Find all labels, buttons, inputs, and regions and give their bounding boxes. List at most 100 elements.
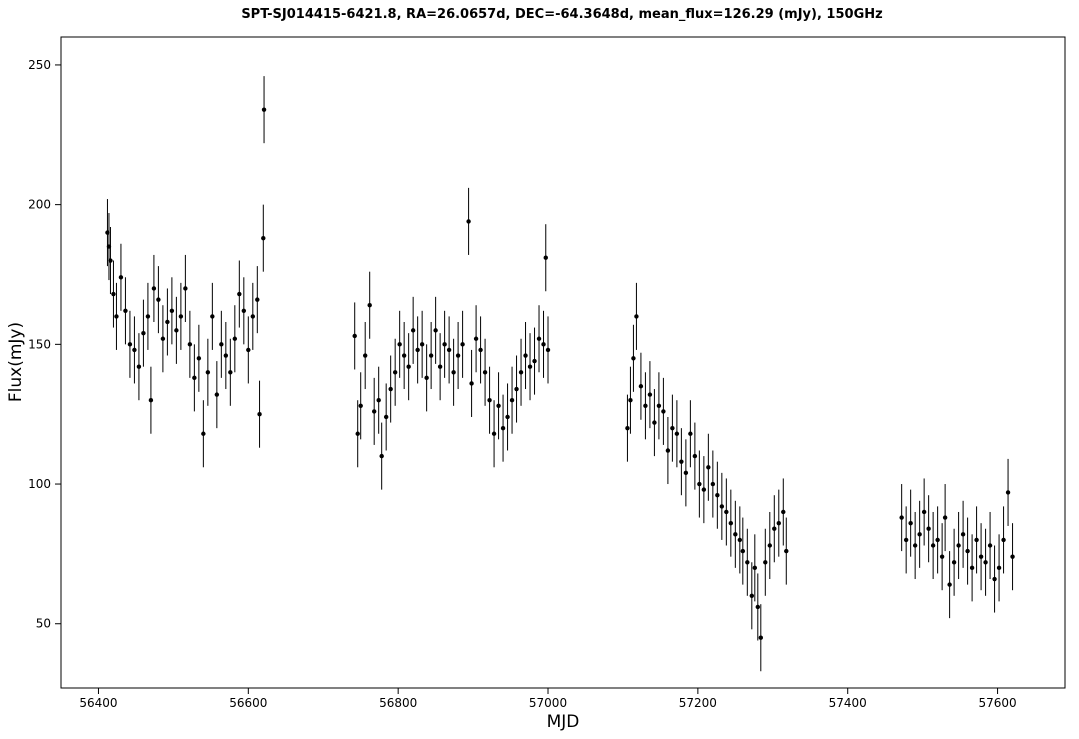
data-point <box>232 336 238 341</box>
data-point <box>679 459 684 464</box>
data-point <box>192 375 197 381</box>
data-point <box>491 431 497 436</box>
data-point <box>784 548 789 554</box>
data-point <box>148 398 154 403</box>
y-tick-label: 50 <box>36 617 51 631</box>
data-point <box>406 364 411 369</box>
data-point <box>419 342 425 347</box>
data-point <box>978 554 984 559</box>
data-point <box>169 308 175 314</box>
data-point <box>505 414 510 420</box>
data-point <box>701 487 707 492</box>
data-point <box>992 576 997 582</box>
data-point <box>710 481 716 487</box>
y-axis: 50 100 150 200 250 <box>28 58 61 631</box>
data-point <box>362 353 368 358</box>
x-tick-label: 57600 <box>978 696 1016 710</box>
y-tick-label: 100 <box>28 477 51 491</box>
data-point <box>261 107 267 112</box>
data-point <box>706 465 711 470</box>
data-point <box>772 526 777 531</box>
y-axis-label: Flux(mJy) <box>6 322 26 402</box>
data-point <box>661 409 666 414</box>
data-point <box>415 347 420 353</box>
data-point <box>527 364 533 369</box>
data-point <box>983 560 988 565</box>
x-tick-label: 56400 <box>79 696 117 710</box>
x-tick-label: 57400 <box>829 696 867 710</box>
data-point <box>969 565 975 571</box>
data-point <box>674 431 680 436</box>
x-tick-label: 57000 <box>529 696 567 710</box>
data-point <box>652 420 657 425</box>
data-point <box>478 347 483 353</box>
data-point <box>257 411 262 417</box>
data-point <box>763 560 768 565</box>
x-axis: 56400 56600 56800 57000 57200 57400 57600 <box>79 688 1017 710</box>
data-point <box>733 532 738 537</box>
data-point <box>974 537 979 543</box>
data-point <box>541 342 546 347</box>
data-point <box>638 384 644 389</box>
data-point <box>210 314 215 319</box>
data-point <box>219 342 224 347</box>
data-point <box>912 543 918 548</box>
data-point <box>487 398 492 403</box>
data-point <box>352 333 357 339</box>
data-point <box>358 403 363 409</box>
data-point <box>376 398 381 403</box>
data-point <box>996 565 1002 571</box>
data-point <box>410 328 416 333</box>
x-tick-label: 57200 <box>679 696 717 710</box>
data-point <box>367 303 372 308</box>
data-point <box>136 364 142 369</box>
data-point <box>917 532 922 537</box>
data-point <box>908 520 913 526</box>
data-point <box>947 582 952 587</box>
data-point <box>514 386 519 392</box>
data-point <box>473 336 479 341</box>
data-point <box>987 543 993 548</box>
data-point <box>930 543 936 548</box>
data-point <box>631 356 636 361</box>
data-point <box>740 548 746 554</box>
data-point <box>246 347 251 353</box>
data-point <box>697 481 702 487</box>
data-point <box>183 286 188 291</box>
data-point <box>939 554 945 559</box>
data-point <box>951 560 957 565</box>
data-point <box>921 509 927 515</box>
data-point <box>960 532 966 537</box>
data-point <box>214 392 220 397</box>
data-point <box>745 560 750 565</box>
data-point <box>466 219 471 224</box>
data-point <box>114 314 119 319</box>
data-point <box>424 375 429 381</box>
data-point <box>388 386 393 392</box>
data-point <box>355 431 360 436</box>
y-tick-label: 200 <box>28 198 51 212</box>
data-point <box>715 493 720 498</box>
data-point <box>926 526 931 531</box>
data-point <box>482 370 488 375</box>
data-point <box>724 509 729 515</box>
data-point <box>509 398 515 403</box>
data-point <box>755 604 761 610</box>
y-tick-label: 150 <box>28 337 51 351</box>
data-point <box>728 520 734 526</box>
data-point <box>156 297 161 302</box>
data-point <box>496 403 501 409</box>
data-point <box>455 353 461 358</box>
y-tick-label: 250 <box>28 58 51 72</box>
data-point <box>165 319 170 325</box>
data-point <box>1001 537 1006 543</box>
data-point <box>543 255 548 260</box>
data-point <box>174 328 179 333</box>
data-point <box>111 291 116 297</box>
data-points <box>105 76 1015 672</box>
data-point <box>428 353 434 358</box>
data-point <box>371 409 377 414</box>
data-point <box>536 336 542 341</box>
data-point <box>151 286 157 291</box>
